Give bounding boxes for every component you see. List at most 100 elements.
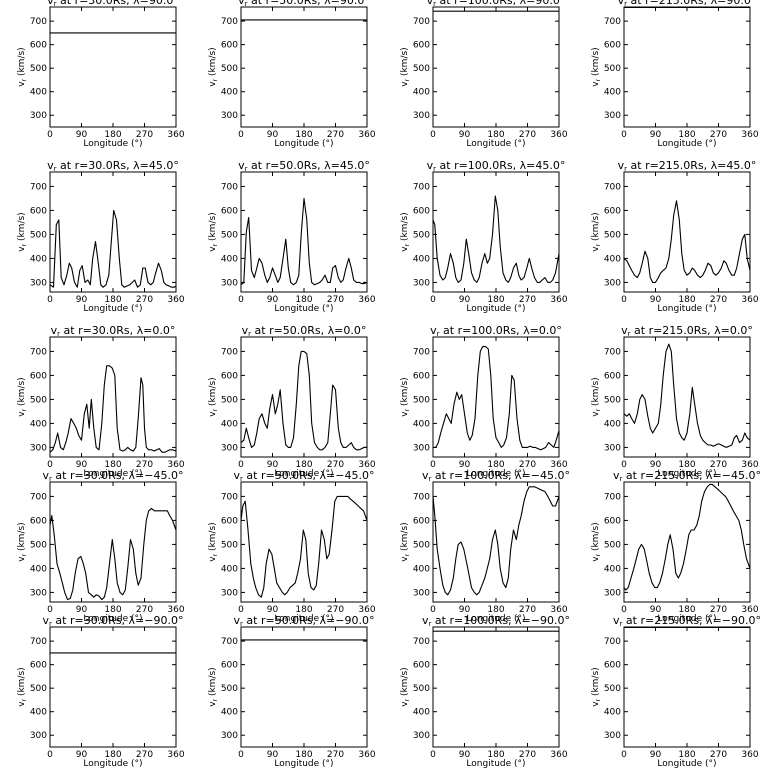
- plot-frame: [623, 626, 751, 748]
- y-tick-label: 600: [221, 371, 238, 381]
- x-axis-label: Longitude (°): [83, 304, 142, 314]
- y-tick-label: 500: [30, 540, 47, 550]
- x-tick-label: 180: [104, 605, 121, 615]
- y-axis-label: vr (km/s): [591, 522, 602, 561]
- y-tick-label: 600: [413, 371, 430, 381]
- y-tick-label: 600: [413, 661, 430, 671]
- y-axis-label: vr (km/s): [17, 522, 28, 561]
- x-tick-label: 90: [650, 130, 662, 140]
- x-tick-label: 90: [76, 750, 88, 760]
- series-line-1: [433, 346, 560, 451]
- y-tick-label: 300: [413, 111, 430, 121]
- x-tick-label: 360: [167, 605, 184, 615]
- y-tick-label: 400: [604, 708, 621, 718]
- y-tick-label: 500: [604, 395, 621, 405]
- subplot-10: vr at r=50.0Rs, λ=0.0° 0 90 180 270 360 300 400…: [208, 324, 376, 479]
- plot-frame: [240, 481, 368, 603]
- y-tick-label: 300: [221, 443, 238, 453]
- x-tick-label: 90: [650, 605, 662, 615]
- x-tick-label: 360: [741, 130, 758, 140]
- plot-frame: [623, 336, 751, 458]
- x-tick-label: 270: [710, 130, 727, 140]
- y-tick-label: 400: [30, 254, 47, 264]
- subplot-7: vr at r=100.0Rs, λ=45.0° 0 90 180 270 360 300 4…: [400, 159, 568, 314]
- y-tick-label: 700: [30, 182, 47, 192]
- y-tick-label: 600: [604, 41, 621, 51]
- y-axis-label: vr (km/s): [208, 47, 219, 86]
- subplot-title: vr at r=215.0Rs, λ=−90.0°: [613, 614, 761, 628]
- x-tick-label: 90: [267, 460, 279, 470]
- series-line-1: [240, 197, 368, 286]
- y-tick-label: 400: [221, 564, 238, 574]
- x-tick-label: 360: [741, 605, 758, 615]
- y-tick-label: 700: [413, 637, 430, 647]
- y-tick-label: 600: [30, 41, 47, 51]
- x-tick-label: 0: [47, 295, 53, 305]
- x-axis-label: Longitude (°): [274, 469, 333, 479]
- y-tick-label: 700: [604, 492, 621, 502]
- y-tick-label: 600: [221, 516, 238, 526]
- subplot-title: vr at r=215.0Rs, λ=45.0°: [618, 159, 757, 173]
- y-axis-label: vr (km/s): [591, 377, 602, 416]
- y-tick-label: 400: [221, 419, 238, 429]
- x-tick-label: 270: [519, 295, 536, 305]
- y-tick-label: 300: [221, 588, 238, 598]
- y-tick-label: 300: [604, 111, 621, 121]
- y-tick-label: 300: [221, 731, 238, 741]
- x-tick-label: 360: [167, 460, 184, 470]
- subplot-2: vr at r=50.0Rs, λ=90.0° 0 90 180 270 360 300 40…: [208, 0, 376, 149]
- x-tick-label: 0: [430, 295, 436, 305]
- y-tick-label: 600: [221, 41, 238, 51]
- y-tick-label: 600: [221, 206, 238, 216]
- x-tick-label: 90: [267, 605, 279, 615]
- x-tick-label: 360: [167, 295, 184, 305]
- x-tick-label: 180: [678, 605, 695, 615]
- plot-frame: [240, 171, 368, 293]
- y-axis-label: vr (km/s): [17, 377, 28, 416]
- subplot-8: vr at r=215.0Rs, λ=45.0° 0 90 180 270 360 300 4…: [591, 159, 759, 314]
- x-tick-label: 0: [238, 460, 244, 470]
- x-tick-label: 180: [295, 130, 312, 140]
- x-tick-label: 360: [358, 295, 375, 305]
- x-tick-label: 0: [238, 295, 244, 305]
- y-axis-label: vr (km/s): [400, 212, 411, 251]
- x-tick-label: 270: [136, 460, 153, 470]
- x-tick-label: 180: [487, 130, 504, 140]
- plot-frame: [623, 6, 751, 128]
- y-tick-label: 300: [413, 278, 430, 288]
- y-axis-label: vr (km/s): [400, 377, 411, 416]
- x-tick-label: 360: [550, 605, 567, 615]
- y-tick-label: 600: [30, 516, 47, 526]
- y-tick-label: 400: [221, 254, 238, 264]
- subplot-title: vr at r=50.0Rs, λ=0.0°: [242, 324, 367, 338]
- y-axis-label: vr (km/s): [208, 212, 219, 251]
- x-tick-label: 180: [104, 750, 121, 760]
- subplot-6: vr at r=50.0Rs, λ=45.0° 0 90 180 270 360 300 40…: [208, 159, 376, 314]
- y-tick-label: 700: [30, 17, 47, 27]
- x-tick-label: 90: [76, 605, 88, 615]
- y-tick-label: 600: [604, 206, 621, 216]
- x-tick-label: 360: [358, 605, 375, 615]
- x-axis-label: Longitude (°): [83, 614, 142, 624]
- x-tick-label: 270: [710, 750, 727, 760]
- y-tick-label: 600: [604, 661, 621, 671]
- x-tick-label: 270: [136, 295, 153, 305]
- x-tick-label: 180: [487, 295, 504, 305]
- x-tick-label: 270: [519, 460, 536, 470]
- series-line-1: [49, 209, 177, 288]
- y-tick-label: 400: [604, 419, 621, 429]
- y-tick-label: 600: [221, 661, 238, 671]
- plot-frame: [432, 626, 560, 748]
- plot-frame: [432, 6, 560, 128]
- x-tick-label: 90: [76, 130, 88, 140]
- y-tick-label: 400: [413, 88, 430, 98]
- x-tick-label: 180: [678, 130, 695, 140]
- x-tick-label: 90: [267, 295, 279, 305]
- y-tick-label: 400: [221, 708, 238, 718]
- x-tick-label: 270: [710, 295, 727, 305]
- x-tick-label: 90: [76, 295, 88, 305]
- x-tick-label: 360: [741, 750, 758, 760]
- x-tick-label: 0: [430, 130, 436, 140]
- y-tick-label: 500: [221, 64, 238, 74]
- x-tick-label: 90: [650, 295, 662, 305]
